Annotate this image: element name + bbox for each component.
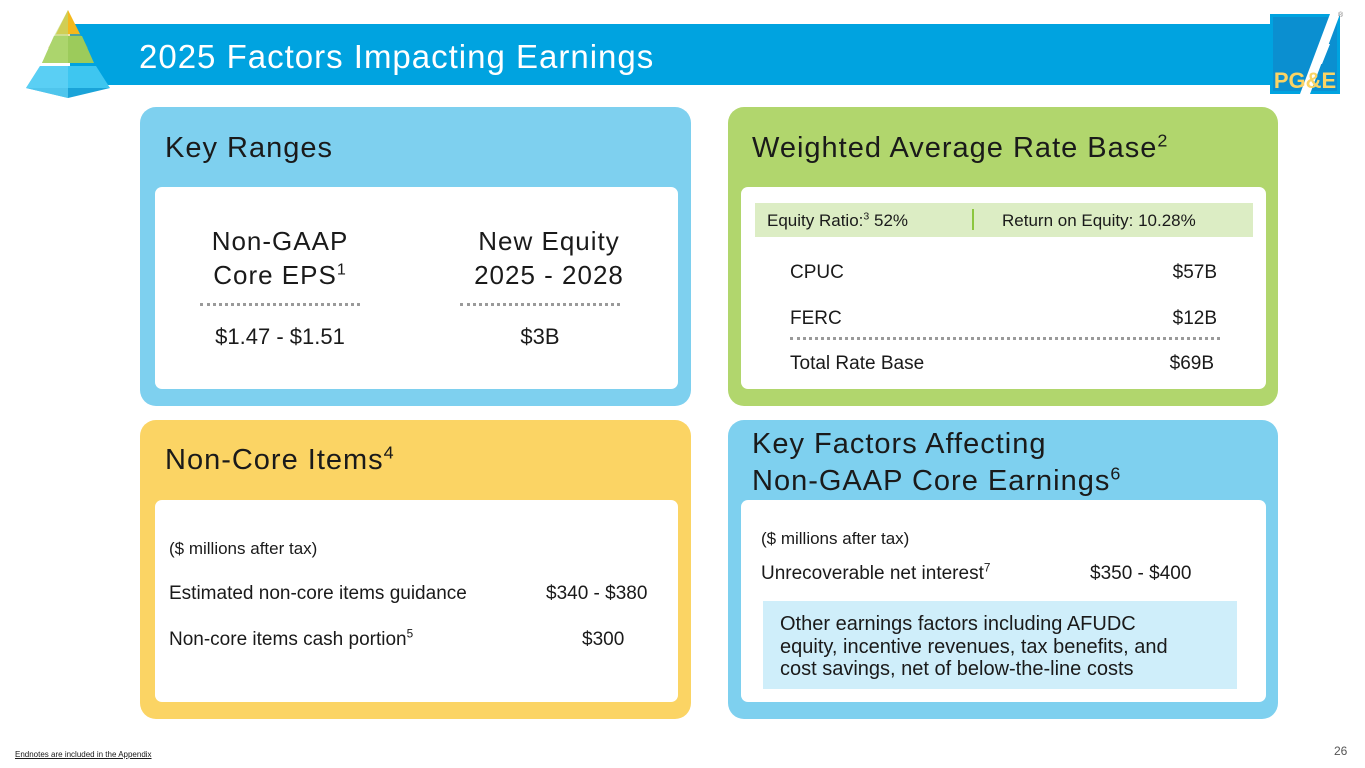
- return-on-equity: Return on Equity: 10.28%: [1002, 211, 1196, 230]
- key-factors-note: 6: [1110, 463, 1122, 484]
- non-core-card: [155, 500, 678, 702]
- eps-label-line2: Core EPS: [213, 260, 337, 290]
- registered-mark: ®: [1338, 12, 1344, 19]
- eps-value: $1.47 - $1.51: [215, 324, 345, 349]
- non-core-title-text: Non-Core Items: [165, 444, 384, 476]
- equity-ratio-label: Equity Ratio:: [767, 211, 864, 230]
- pyramid-icon: [26, 10, 110, 98]
- ferc-label: FERC: [790, 308, 842, 329]
- non-core-title: Non-Core Items4: [165, 442, 395, 477]
- eps-divider: [200, 303, 360, 306]
- endnotes-link[interactable]: Endnotes are included in the Appendix: [15, 750, 152, 759]
- key-factors-units: ($ millions after tax): [761, 529, 910, 548]
- new-equity-label: New Equity 2025 - 2028: [440, 224, 658, 292]
- title-bar: [70, 24, 1270, 85]
- cpuc-label: CPUC: [790, 262, 844, 283]
- other-factors-line2: equity, incentive revenues, tax benefits…: [780, 635, 1168, 658]
- non-core-note: 4: [383, 442, 395, 463]
- eps-note: 1: [336, 260, 347, 279]
- pge-logo: PG&E: [1270, 14, 1340, 94]
- page-title: 2025 Factors Impacting Earnings: [139, 38, 655, 75]
- guidance-label: Estimated non-core items guidance: [169, 583, 467, 604]
- key-ranges-card: [155, 187, 678, 389]
- key-factors-title: Key Factors Affecting Non-GAAP Core Earn…: [752, 426, 1121, 500]
- key-factors-title-line1: Key Factors Affecting: [752, 428, 1047, 460]
- cash-portion-value: $300: [582, 629, 625, 650]
- total-rate-base-label: Total Rate Base: [790, 353, 925, 374]
- interest-label-text: Unrecoverable net interest: [761, 563, 984, 584]
- other-factors-line3: cost savings, net of below-the-line cost…: [780, 658, 1134, 680]
- interest-note: 7: [983, 561, 991, 575]
- key-ranges-title: Key Ranges: [165, 132, 333, 164]
- equity-bar-separator: [972, 209, 974, 230]
- rate-base-note: 2: [1157, 130, 1169, 151]
- rate-base-title-text: Weighted Average Rate Base: [752, 132, 1158, 164]
- total-rate-base-value: $69B: [1169, 353, 1214, 374]
- ferc-value: $12B: [1172, 308, 1217, 329]
- equity-ratio: Equity Ratio:3 52%: [767, 211, 908, 231]
- key-factors-title-line2: Non-GAAP Core Earnings: [752, 465, 1111, 497]
- eps-label: Non-GAAP Core EPS1: [180, 224, 380, 292]
- logo-text: PG&E: [1274, 68, 1336, 93]
- other-factors-box: [763, 601, 1237, 689]
- rate-base-title: Weighted Average Rate Base2: [752, 130, 1169, 165]
- equity-ratio-note: 3: [863, 210, 870, 223]
- interest-value: $350 - $400: [1090, 563, 1192, 584]
- guidance-value: $340 - $380: [546, 583, 648, 604]
- non-core-units: ($ millions after tax): [169, 539, 318, 558]
- rate-base-divider: [790, 337, 1220, 340]
- equity-ratio-bar: [755, 203, 1253, 237]
- eps-label-line1: Non-GAAP: [211, 226, 349, 256]
- other-factors-text: Other earnings factors including AFUDC e…: [780, 613, 1230, 681]
- other-factors-line1: Other earnings factors including AFUDC: [780, 613, 1136, 635]
- equity-ratio-value: 52%: [873, 211, 909, 230]
- new-equity-divider: [460, 303, 620, 306]
- new-equity-value: $3B: [520, 324, 560, 349]
- page-number: 26: [1334, 744, 1348, 758]
- cash-portion-label-text: Non-core items cash portion: [169, 629, 407, 650]
- interest-label: Unrecoverable net interest7: [761, 561, 991, 585]
- cash-portion-note: 5: [406, 627, 414, 641]
- cash-portion-label: Non-core items cash portion5: [169, 627, 414, 651]
- cpuc-value: $57B: [1172, 262, 1217, 283]
- new-equity-line2: 2025 - 2028: [474, 260, 624, 290]
- new-equity-line1: New Equity: [478, 226, 620, 256]
